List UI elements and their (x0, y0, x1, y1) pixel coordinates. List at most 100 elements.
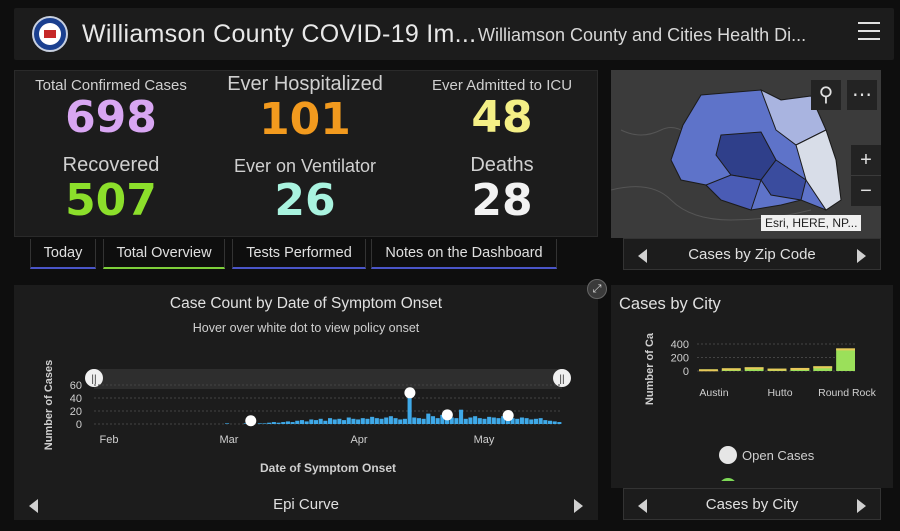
map-attribution[interactable]: Esri, HERE, NP... (761, 215, 862, 231)
tab-total-overview[interactable]: Total Overview (103, 239, 225, 269)
epi-bar[interactable] (225, 423, 230, 424)
epi-bar[interactable] (440, 414, 445, 424)
policy-onset-dot[interactable] (245, 415, 257, 427)
epi-bar[interactable] (515, 418, 520, 424)
epi-bar[interactable] (477, 418, 482, 424)
epi-bar[interactable] (463, 418, 468, 424)
epi-bar[interactable] (398, 419, 403, 424)
epi-bar[interactable] (430, 416, 436, 424)
epi-bar[interactable] (482, 418, 487, 424)
search-icon[interactable]: ⚲ (811, 80, 841, 110)
epi-bar[interactable] (262, 423, 267, 424)
hamburger-menu-icon[interactable] (858, 22, 880, 42)
epi-bar[interactable] (435, 418, 440, 424)
epi-bar[interactable] (374, 418, 379, 424)
epi-bar[interactable] (543, 420, 548, 424)
epi-bar[interactable] (501, 416, 506, 424)
epi-bar[interactable] (412, 417, 417, 425)
next-arrow-icon[interactable] (857, 249, 866, 263)
epi-bar[interactable] (328, 418, 333, 424)
epi-bar[interactable] (360, 418, 365, 424)
policy-onset-dot[interactable] (404, 387, 416, 399)
epi-bar[interactable] (309, 419, 314, 424)
tab-notes-on-dashboard[interactable]: Notes on the Dashboard (371, 239, 557, 269)
epi-bar[interactable] (529, 419, 534, 424)
metric-label: Ever Admitted to ICU (431, 77, 573, 94)
epi-bar[interactable] (379, 418, 384, 424)
epi-bar[interactable] (281, 422, 286, 424)
policy-onset-dot[interactable] (502, 410, 514, 422)
epi-bar[interactable] (384, 417, 389, 425)
next-arrow-icon[interactable] (857, 499, 866, 513)
epi-bar[interactable] (318, 418, 323, 424)
epi-bar[interactable] (538, 418, 543, 424)
epi-bar[interactable] (473, 416, 478, 424)
epi-bar[interactable] (496, 418, 501, 424)
epi-bar[interactable] (407, 392, 412, 424)
city-bar[interactable] (836, 348, 855, 371)
epi-bar[interactable] (271, 422, 276, 424)
epi-bar[interactable] (365, 418, 370, 424)
epi-bar[interactable] (426, 413, 431, 424)
epi-bar[interactable] (304, 421, 309, 424)
epi-bar[interactable] (487, 416, 492, 424)
tab-today[interactable]: Today (30, 239, 96, 269)
city-bar-cap (744, 367, 764, 370)
epi-bar[interactable] (346, 417, 351, 425)
epi-bar[interactable] (454, 418, 459, 424)
epi-bar[interactable] (557, 422, 562, 424)
epi-bar[interactable] (416, 418, 421, 424)
epi-bar[interactable] (243, 423, 248, 424)
epi-bar[interactable] (491, 417, 496, 425)
epi-bar[interactable] (332, 419, 337, 424)
epi-bar[interactable] (459, 409, 464, 424)
epi-bar[interactable] (449, 417, 454, 425)
previous-arrow-icon[interactable] (638, 499, 647, 513)
previous-arrow-icon[interactable] (29, 499, 38, 513)
tab-tests-performed[interactable]: Tests Performed (232, 239, 366, 269)
epi-bar[interactable] (393, 418, 398, 424)
epi-bar[interactable] (388, 416, 393, 424)
epi-bar[interactable] (267, 422, 272, 424)
epi-bar[interactable] (351, 418, 356, 424)
zoom-in-icon[interactable]: + (851, 145, 881, 175)
zoom-out-icon[interactable]: − (851, 176, 881, 206)
epi-bar[interactable] (510, 418, 515, 424)
metric-value: 507 (65, 175, 157, 226)
range-slider-handle-right[interactable] (553, 369, 571, 387)
city-y-tick-label: 0 (683, 366, 689, 378)
epi-bar[interactable] (313, 420, 319, 424)
epi-bar[interactable] (299, 420, 304, 424)
expand-icon[interactable]: ⤢ (587, 279, 607, 299)
epi-bar[interactable] (285, 421, 290, 424)
epi-bar[interactable] (370, 416, 375, 424)
epi-bar[interactable] (402, 418, 407, 424)
range-slider-track[interactable] (94, 369, 562, 389)
more-icon[interactable]: ⋯ (847, 80, 877, 110)
epi-bar[interactable] (257, 423, 262, 424)
epi-bar[interactable] (547, 420, 553, 424)
policy-onset-dot[interactable] (441, 409, 453, 421)
epi-bar[interactable] (290, 422, 295, 424)
city-bar-cap (836, 348, 855, 351)
zip-code-map[interactable]: ⚲ ⋯ + − Esri, HERE, NP... (611, 70, 881, 238)
epi-bar[interactable] (533, 418, 538, 424)
previous-arrow-icon[interactable] (638, 249, 647, 263)
epi-bar[interactable] (524, 418, 529, 424)
epi-bar[interactable] (276, 422, 281, 424)
epi-bar[interactable] (337, 418, 342, 424)
epi-bar[interactable] (342, 420, 347, 424)
epi-bar[interactable] (421, 418, 426, 424)
city-bar[interactable] (813, 366, 833, 371)
epi-bar[interactable] (295, 420, 300, 424)
epi-bar[interactable] (356, 419, 361, 424)
next-arrow-icon[interactable] (574, 499, 583, 513)
epi-bar[interactable] (323, 420, 328, 424)
epi-bar[interactable] (468, 417, 473, 425)
epi-bar[interactable] (519, 417, 524, 425)
epi-bar[interactable] (552, 421, 557, 424)
epi-bar[interactable] (445, 416, 450, 424)
range-slider-handle-left[interactable] (85, 369, 103, 387)
